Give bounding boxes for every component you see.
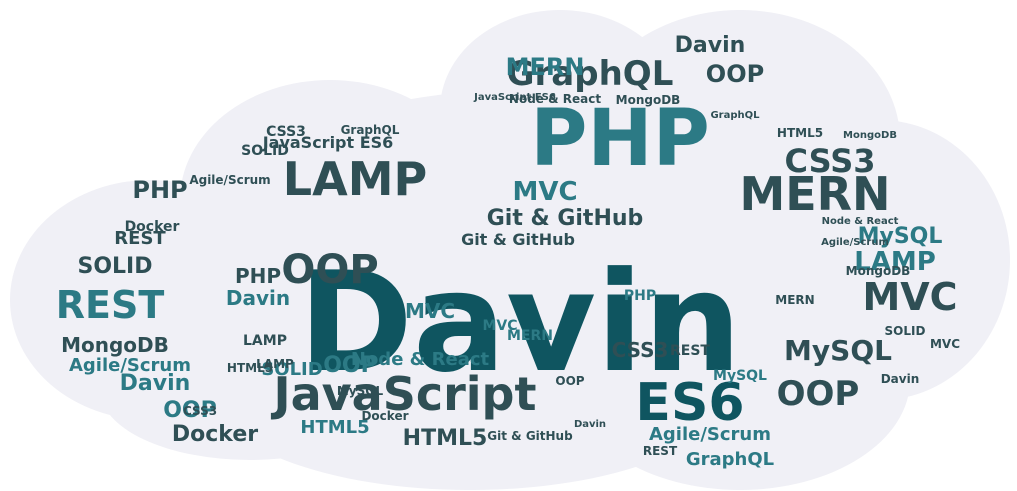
cloud-word: Agile/Scrum — [189, 173, 270, 187]
cloud-word: CSS3 — [785, 142, 876, 180]
cloud-word: MongoDB — [61, 333, 169, 357]
cloud-word: OOP — [777, 374, 860, 414]
cloud-word: CSS3 — [183, 404, 217, 418]
cloud-word: Docker — [361, 409, 408, 423]
cloud-word: Docker — [125, 219, 180, 235]
cloud-word: GraphQL — [710, 110, 760, 121]
cloud-word: Agile/Scrum — [69, 355, 191, 376]
cloud-word: REST — [114, 228, 166, 249]
cloud-word: REST — [56, 283, 165, 327]
cloud-word: HTML5 — [300, 417, 369, 438]
cloud-word: PHP — [235, 264, 281, 288]
cloud-word: PHP — [132, 176, 187, 204]
cloud-word: ES6 — [635, 373, 744, 433]
cloud-word: CSS3 — [612, 338, 669, 362]
cloud-word: MERN — [775, 293, 814, 307]
cloud-word: Agile/Scrum — [649, 424, 771, 445]
cloud-word: Davin — [226, 286, 290, 310]
cloud-word: MongoDB — [843, 130, 897, 141]
cloud-word: GraphQL — [686, 449, 774, 470]
cloud-word: LAMP — [283, 152, 427, 206]
cloud-word: HTML5 — [403, 426, 488, 451]
cloud-word: Davin — [574, 419, 606, 430]
cloud-word: MySQL — [858, 224, 943, 249]
cloud-word: LAMP — [854, 247, 936, 277]
cloud-word: Git & GitHub — [461, 230, 575, 249]
cloud-word: MySQL — [784, 334, 892, 367]
cloud-word: OOP — [163, 398, 217, 423]
cloud-word: SOLID — [261, 359, 322, 380]
cloud-word: REST — [643, 444, 678, 458]
cloud-word: PHP — [530, 94, 710, 184]
cloud-word: Davin — [298, 242, 741, 403]
cloud-word: MVC — [930, 337, 960, 351]
cloud-word: Davin — [881, 372, 920, 386]
cloud-word: HTML5 — [777, 126, 823, 140]
cloud-word: GraphQL — [341, 123, 400, 137]
cloud-word: LAMP — [256, 357, 294, 371]
cloud-word: JavaScript ES6 — [262, 133, 394, 152]
cloud-word: Git & GitHub — [487, 206, 644, 231]
cloud-word: REST — [670, 343, 710, 359]
cloud-word: Node & React — [509, 92, 601, 106]
cloud-word: MongoDB — [616, 93, 681, 107]
cloud-word: OOP — [281, 247, 378, 293]
cloud-word: MVC — [512, 177, 577, 207]
cloud-word: CSS3 — [266, 124, 306, 140]
cloud-word: MySQL — [337, 384, 384, 398]
cloud-word: LAMP — [243, 333, 287, 349]
cloud-word: OOP — [706, 60, 764, 88]
cloud-word: MERN — [506, 53, 585, 81]
cloud-word: GraphQL — [507, 54, 674, 94]
cloud-word: JavaScript ES6 — [473, 92, 556, 103]
cloud-word: OOP — [555, 374, 584, 388]
cloud-shape — [10, 10, 1010, 490]
cloud-word: MVC — [862, 275, 957, 319]
cloud-word: PHP — [624, 288, 656, 304]
cloud-word: OOP — [323, 353, 377, 378]
cloud-word: MERN — [739, 167, 890, 221]
cloud-word: HTML5 — [227, 361, 273, 375]
cloud-word: Node & React — [822, 216, 899, 227]
cloud-word: Agile/Scrum — [821, 237, 889, 248]
cloud-word: Node & React — [351, 349, 490, 370]
cloud-word: MVC — [405, 299, 455, 323]
cloud-word: SOLID — [241, 143, 289, 159]
cloud-word: Git & GitHub — [487, 429, 573, 443]
cloud-word: SOLID — [885, 324, 926, 338]
cloud-word: JavaScript — [271, 367, 537, 421]
cloud-word: Docker — [172, 422, 258, 447]
cloud-word: MVC — [482, 318, 517, 334]
cloud-word: MongoDB — [846, 264, 911, 278]
cloud-word: SOLID — [77, 254, 152, 279]
cloud-word: Davin — [675, 33, 746, 58]
cloud-word: MySQL — [713, 368, 767, 384]
cloud-word: Davin — [120, 371, 191, 396]
cloud-word: MERN — [507, 328, 553, 344]
